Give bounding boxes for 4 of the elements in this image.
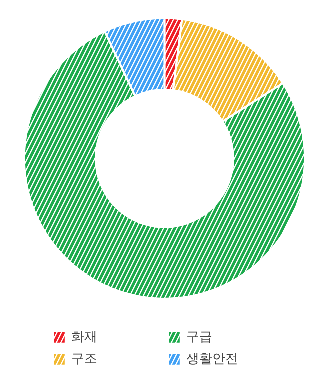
legend-label: 화재 (72, 329, 98, 346)
legend-label: 구조 (72, 351, 98, 368)
legend-label: 구급 (186, 329, 214, 346)
legend-label: 생활안전 (186, 351, 240, 368)
